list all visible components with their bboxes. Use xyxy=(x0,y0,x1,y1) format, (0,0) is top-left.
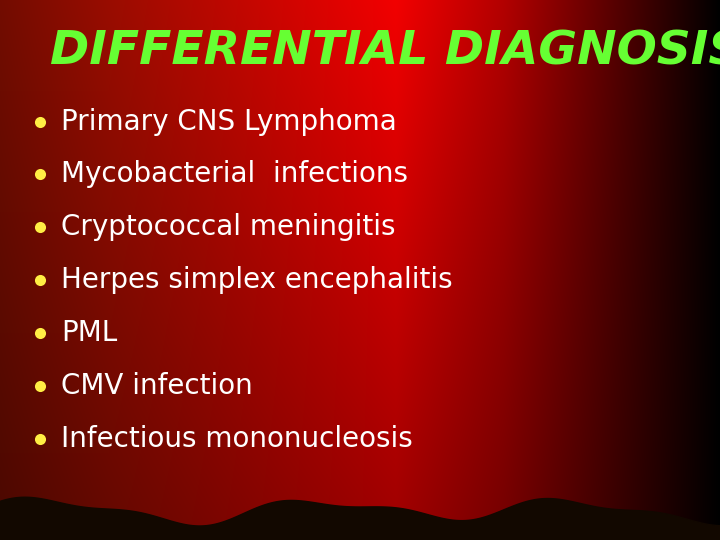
Text: Herpes simplex encephalitis: Herpes simplex encephalitis xyxy=(61,266,453,294)
Text: CMV infection: CMV infection xyxy=(61,372,253,400)
Text: Mycobacterial  infections: Mycobacterial infections xyxy=(61,160,408,188)
Text: DIFFERENTIAL DIAGNOSIS: DIFFERENTIAL DIAGNOSIS xyxy=(50,30,720,75)
Text: Primary CNS Lymphoma: Primary CNS Lymphoma xyxy=(61,107,397,136)
Text: Cryptococcal meningitis: Cryptococcal meningitis xyxy=(61,213,396,241)
Text: Infectious mononucleosis: Infectious mononucleosis xyxy=(61,425,413,453)
Text: PML: PML xyxy=(61,319,117,347)
